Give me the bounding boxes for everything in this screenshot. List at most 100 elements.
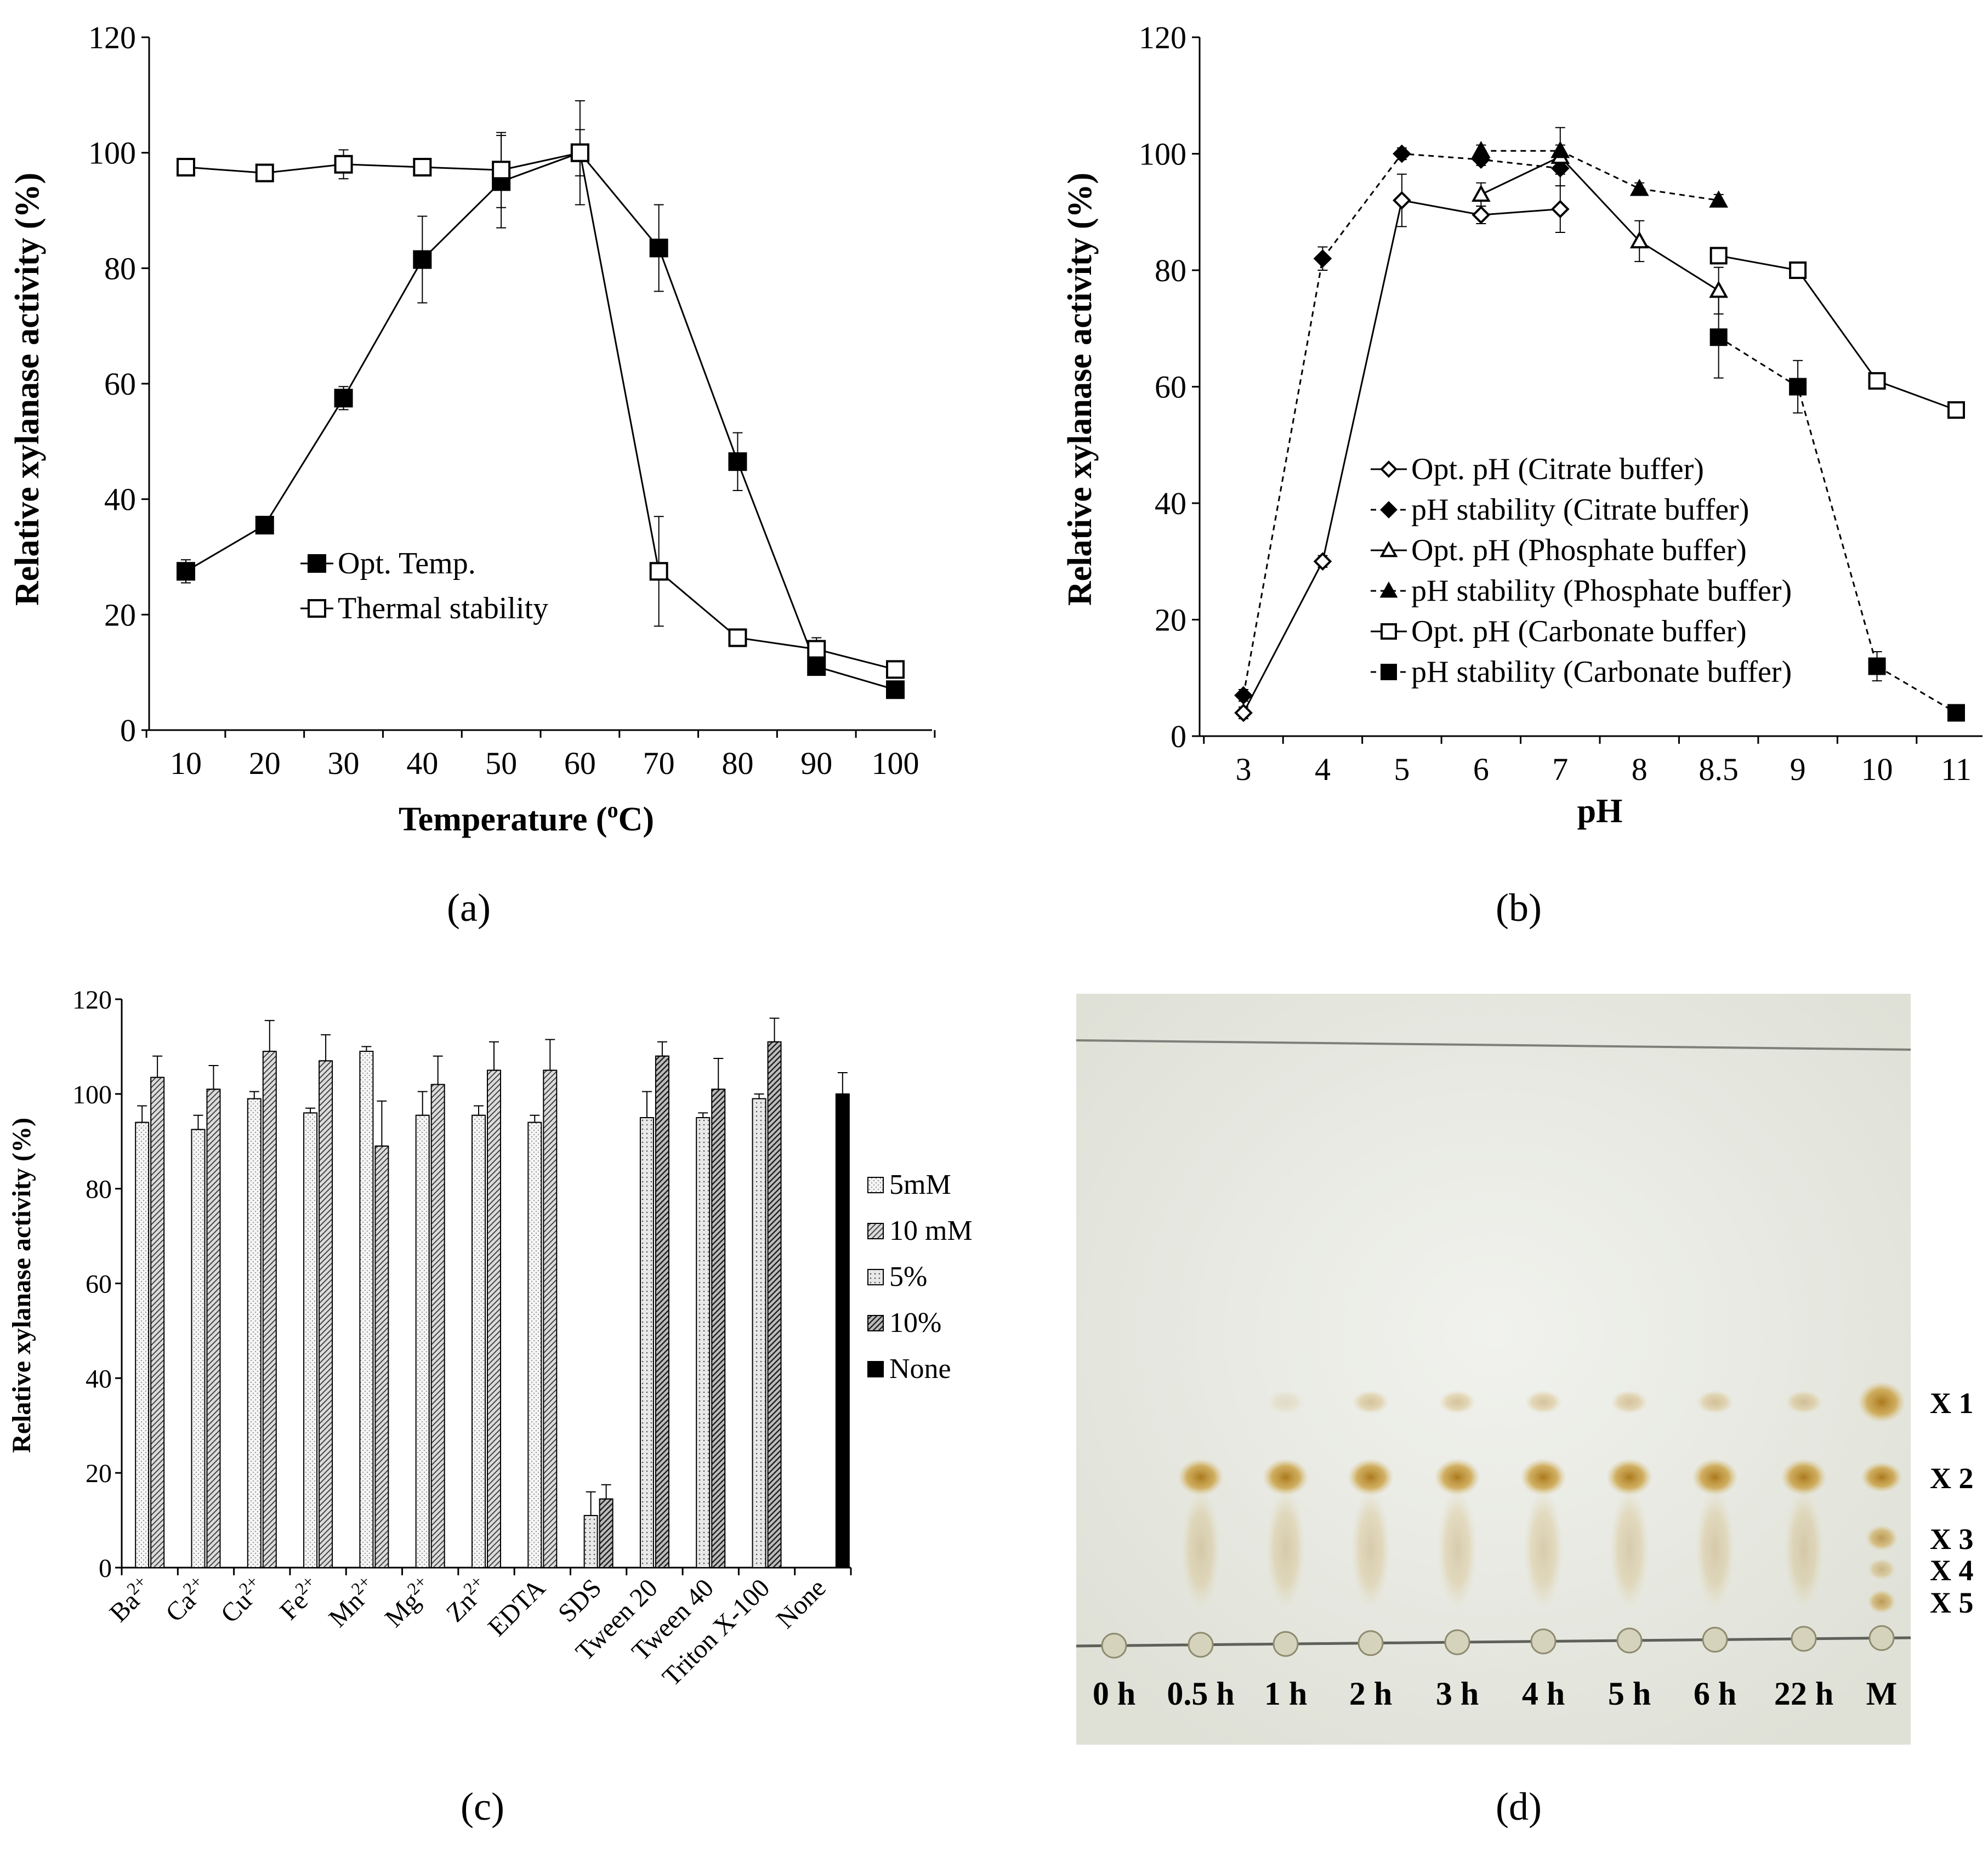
tlc-lane-8 bbox=[1692, 1390, 1738, 1653]
tlc-band-label: X 2 bbox=[1930, 1462, 1974, 1495]
x-tick-label: 8 bbox=[1632, 751, 1648, 787]
error-bar bbox=[321, 1034, 331, 1062]
bar-group bbox=[359, 1046, 374, 1568]
y-tick-label: 20 bbox=[1155, 602, 1186, 638]
tlc-lane-7 bbox=[1606, 1390, 1652, 1654]
legend-item-5: None bbox=[867, 1353, 951, 1385]
y-tick-label: 20 bbox=[104, 597, 136, 633]
x-tick-label: 7 bbox=[1552, 751, 1568, 787]
data-point bbox=[1789, 378, 1807, 396]
error-bar bbox=[137, 1105, 147, 1123]
legend-item-5: Opt. pH (Carbonate buffer) bbox=[1371, 614, 1747, 648]
x-tick-label: 3 bbox=[1236, 751, 1252, 787]
data-point bbox=[649, 562, 668, 581]
data-point bbox=[1868, 372, 1886, 390]
data-point bbox=[1393, 191, 1411, 210]
bar bbox=[415, 1114, 430, 1568]
tlc-band-label: X 5 bbox=[1930, 1586, 1974, 1619]
y-tick-label: 60 bbox=[1155, 369, 1186, 405]
legend-swatch bbox=[867, 1269, 884, 1285]
legend-marker bbox=[308, 599, 326, 618]
tlc-band-spot bbox=[1867, 1590, 1896, 1614]
error-bar bbox=[698, 1112, 708, 1119]
tlc-band-spot bbox=[1865, 1525, 1898, 1551]
bar-group bbox=[191, 1114, 206, 1568]
x-tick-label: 6 bbox=[1473, 751, 1489, 787]
data-point bbox=[1313, 249, 1332, 268]
error-bar bbox=[754, 1093, 764, 1100]
legend-item-1: Opt. pH (Citrate buffer) bbox=[1371, 452, 1704, 486]
x-tick-label: 50 bbox=[485, 745, 517, 781]
x-tick-label: Fe2+ bbox=[272, 1571, 327, 1626]
y-tick-label: 80 bbox=[1155, 253, 1186, 288]
x-tick-label: None bbox=[771, 1573, 832, 1634]
tlc-lane-5 bbox=[1434, 1390, 1480, 1655]
tlc-band-label: X 3 bbox=[1930, 1523, 1974, 1556]
legend-item-6: pH stability (Carbonate buffer) bbox=[1371, 655, 1792, 689]
panel-c-ylabel: Relative xylanase activity (%) bbox=[7, 1118, 36, 1453]
series-2 bbox=[1234, 144, 1570, 705]
bar bbox=[487, 1069, 501, 1568]
error-bar bbox=[586, 1491, 596, 1516]
tlc-origin-spot bbox=[1616, 1627, 1643, 1654]
tlc-lane-label: 0 h bbox=[1093, 1676, 1135, 1712]
bar-group bbox=[696, 1112, 711, 1568]
bar-group bbox=[583, 1491, 598, 1568]
tlc-lane-label: 5 h bbox=[1608, 1676, 1651, 1712]
y-tick-label: 0 bbox=[120, 713, 136, 748]
series-1 bbox=[1234, 173, 1570, 722]
tlc-lane-label: 22 h bbox=[1774, 1676, 1833, 1712]
x-tick-label: 40 bbox=[406, 745, 438, 781]
data-point bbox=[492, 161, 511, 180]
bar bbox=[472, 1114, 486, 1568]
y-tick-label: 120 bbox=[1139, 20, 1186, 55]
legend-marker bbox=[308, 554, 326, 573]
legend-label: Opt. pH (Carbonate buffer) bbox=[1411, 614, 1747, 648]
data-point bbox=[1709, 328, 1728, 346]
x-tick-label: 8.5 bbox=[1699, 751, 1739, 787]
legend-swatch bbox=[867, 1315, 884, 1331]
legend-label: Opt. pH (Citrate buffer) bbox=[1411, 452, 1704, 486]
tlc-band-spot bbox=[1692, 1459, 1738, 1496]
series-line bbox=[1480, 155, 1719, 292]
data-point bbox=[1550, 141, 1570, 158]
tlc-band-spot bbox=[1520, 1459, 1566, 1496]
tlc-lane-1 bbox=[1101, 1632, 1127, 1659]
legend-item-3: 5% bbox=[867, 1261, 927, 1292]
data-point bbox=[413, 158, 432, 176]
bar-group bbox=[319, 1034, 333, 1568]
legend: Opt. Temp. Thermal stability bbox=[300, 546, 548, 625]
error-bar bbox=[193, 1114, 203, 1130]
data-point bbox=[1709, 247, 1728, 265]
tlc-lane-label: 0.5 h bbox=[1167, 1676, 1234, 1712]
x-tick-label: 20 bbox=[249, 745, 281, 781]
bar-group bbox=[639, 1091, 654, 1568]
bar-group bbox=[599, 1484, 614, 1568]
bar-group bbox=[835, 1072, 850, 1569]
legend-label: Thermal stability bbox=[338, 591, 548, 625]
bar bbox=[359, 1051, 374, 1568]
legend-label: None bbox=[889, 1353, 951, 1385]
tlc-smear bbox=[1351, 1489, 1390, 1609]
bar bbox=[767, 1041, 782, 1568]
tlc-lane-labels: 0 h 0.5 h 1 h 2 h 3 h 4 h 5 h 6 h 22 h M bbox=[1093, 1676, 1898, 1712]
y-tick-label: 0 bbox=[99, 1554, 112, 1583]
panel-d-label: (d) bbox=[1496, 1785, 1542, 1829]
data-point bbox=[1789, 261, 1807, 279]
legend-item-4: pH stability (Phosphate buffer) bbox=[1371, 574, 1792, 608]
series-3 bbox=[1471, 127, 1729, 315]
x-tick-label: 30 bbox=[328, 745, 360, 781]
legend-item-2: 10 mM bbox=[867, 1215, 973, 1246]
data-point bbox=[649, 238, 668, 258]
bar-group bbox=[303, 1107, 318, 1568]
series-6 bbox=[1709, 295, 1965, 722]
legend-swatch bbox=[867, 1223, 884, 1239]
x-tick-label: Mn2+ bbox=[321, 1571, 383, 1633]
series-line bbox=[1718, 336, 1957, 714]
tlc-band-labels: X 1 X 2 X 3X 4X 5 bbox=[1930, 1387, 1974, 1619]
bar-group bbox=[655, 1041, 669, 1568]
data-point bbox=[1472, 206, 1491, 224]
data-point bbox=[1868, 657, 1886, 675]
bar-group bbox=[487, 1041, 501, 1568]
